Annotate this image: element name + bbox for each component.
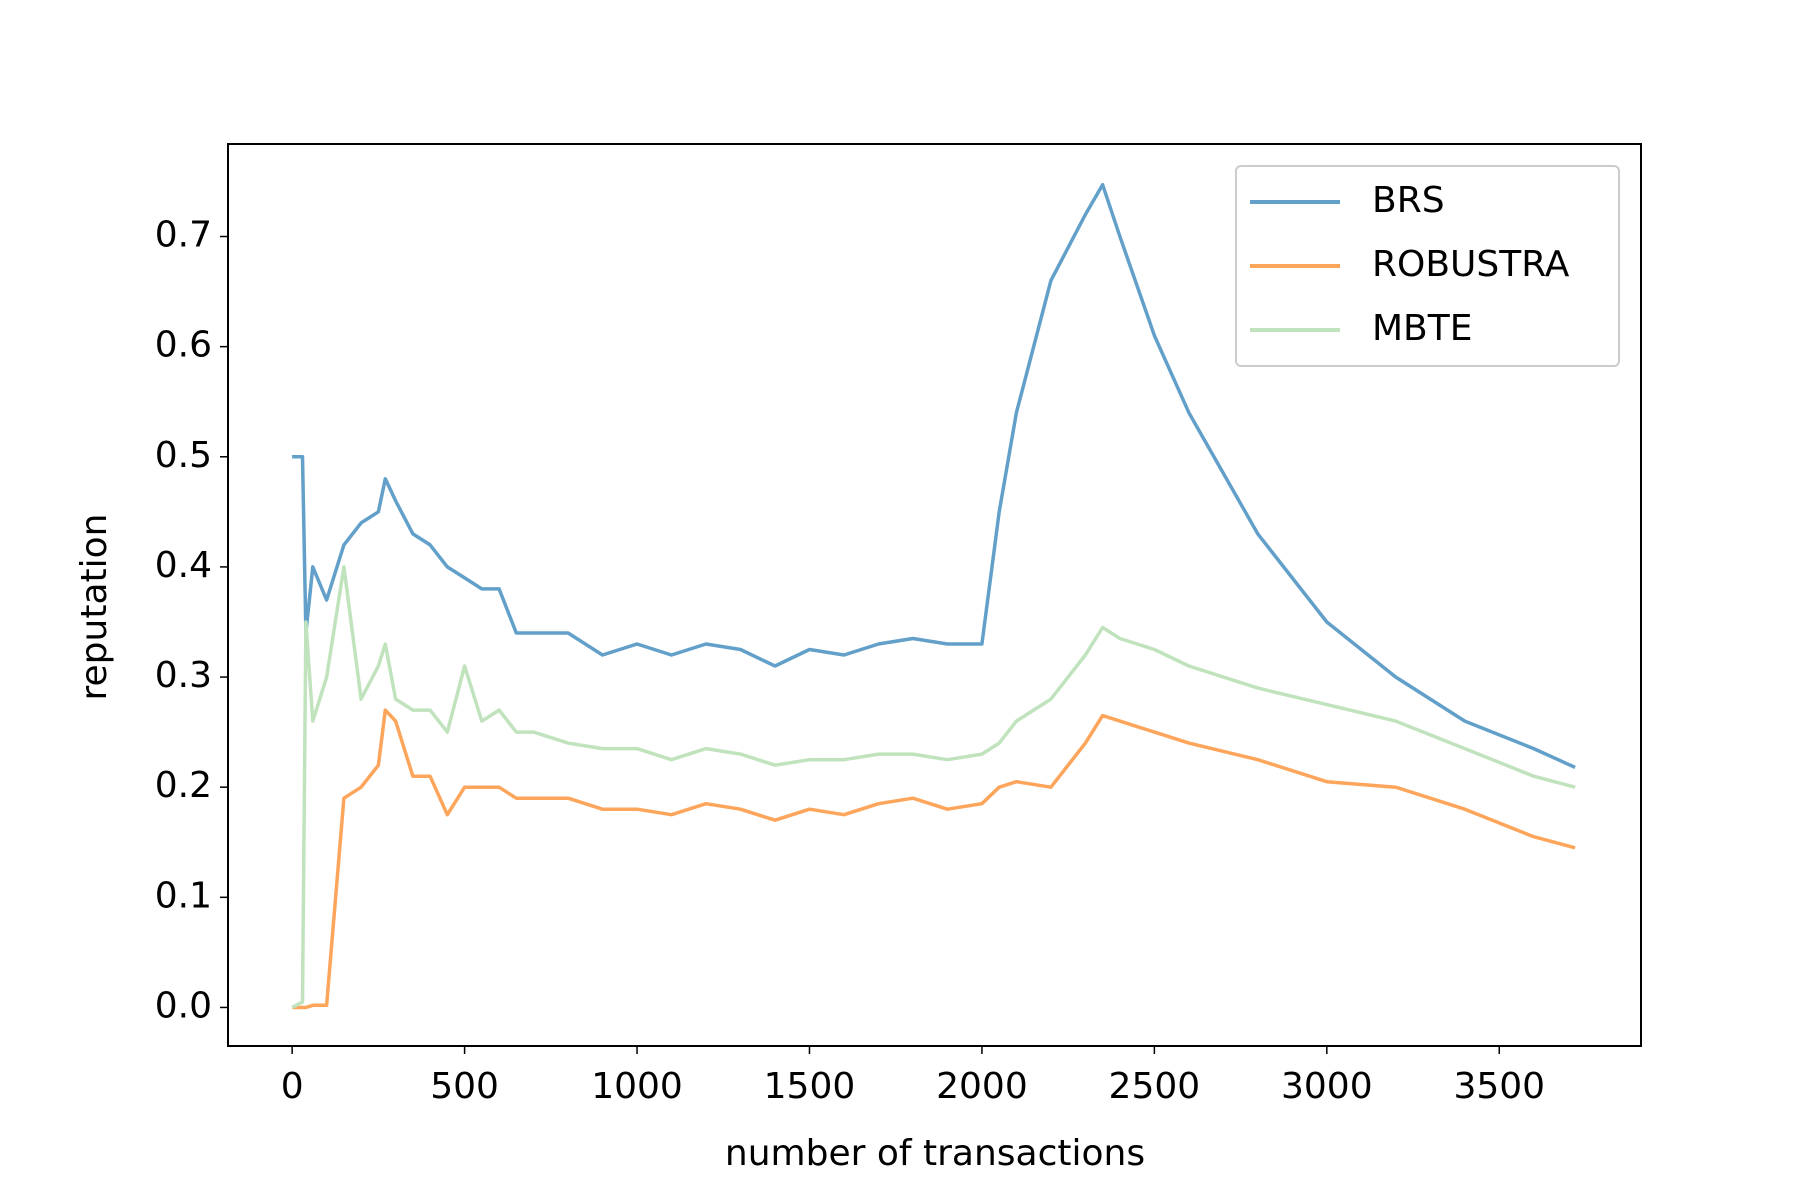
y-tick-label: 0.0 (155, 985, 212, 1026)
x-axis-label: number of transactions (725, 1133, 1145, 1174)
legend-label: BRS (1372, 180, 1445, 221)
series-line (292, 182, 1576, 769)
plot-frame (227, 143, 1642, 1047)
y-tick-label: 0.7 (155, 215, 212, 256)
legend-label: MBTE (1372, 308, 1473, 349)
x-tick-label: 2500 (1109, 1066, 1201, 1107)
y-tick-label: 0.4 (155, 545, 212, 586)
legend-box (1235, 165, 1620, 367)
y-tick-label: 0.3 (155, 655, 212, 696)
series-line (292, 708, 1576, 1010)
legend-label: ROBUSTRA (1372, 244, 1570, 285)
x-tick-label: 500 (430, 1066, 499, 1107)
x-tick-label: 1000 (591, 1066, 683, 1107)
y-tick-label: 0.1 (155, 875, 212, 916)
y-tick-label: 0.5 (155, 435, 212, 476)
series-line (291, 565, 1576, 1010)
y-axis-label: reputation (74, 514, 115, 701)
y-tick-label: 0.2 (155, 765, 212, 806)
x-tick-label: 2000 (936, 1066, 1028, 1107)
x-tick-label: 0 (281, 1066, 304, 1107)
x-tick-label: 1500 (764, 1066, 856, 1107)
y-tick-label: 0.6 (155, 325, 212, 366)
x-tick-label: 3500 (1453, 1066, 1545, 1107)
x-tick-label: 3000 (1281, 1066, 1373, 1107)
